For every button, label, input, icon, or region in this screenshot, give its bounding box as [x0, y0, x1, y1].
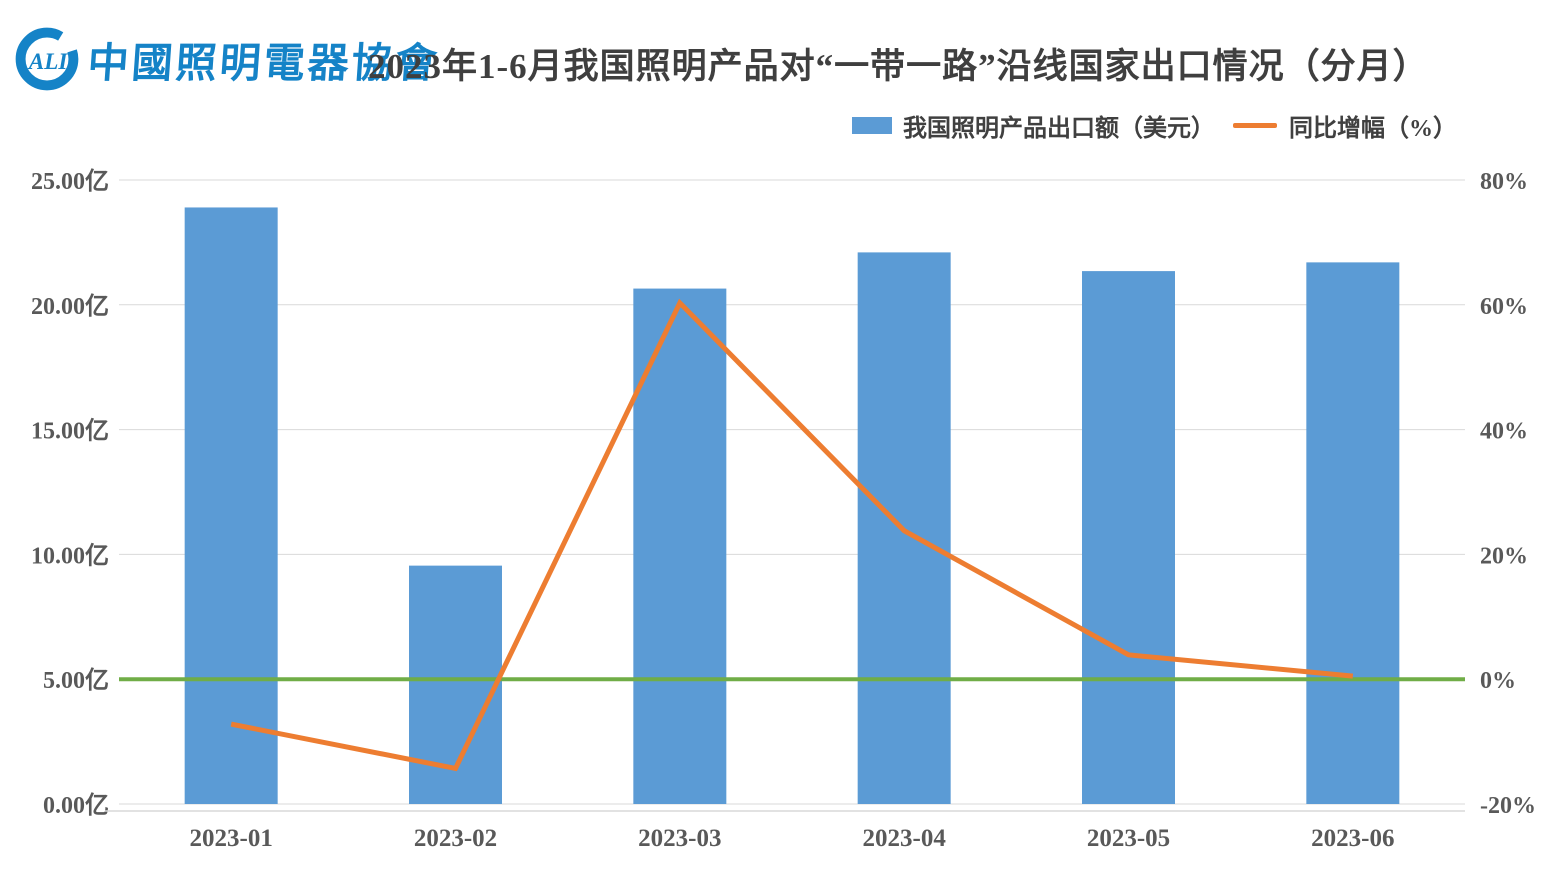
- y-axis-left-tick: 5.00亿: [43, 667, 109, 694]
- yoy-growth-line: [230, 298, 1354, 772]
- y-axis-right-tick: 0%: [1480, 668, 1516, 694]
- chart-legend: 我国照明产品出口额（美元） 同比增幅（%）: [852, 108, 1457, 143]
- export-bar-2023-01: [184, 207, 278, 804]
- y-axis-right-tick: 40%: [1480, 419, 1528, 445]
- y-axis-left-tick: 25.00亿: [31, 168, 109, 195]
- export-bar-2023-06: [1306, 262, 1400, 804]
- y-axis-right-tick: -20%: [1480, 793, 1536, 819]
- x-axis-tick: 2023-05: [1087, 825, 1170, 852]
- x-axis-tick: 2023-06: [1311, 825, 1394, 852]
- bar-series-swatch-icon: [852, 117, 892, 134]
- y-axis-left-tick: 0.00亿: [43, 792, 109, 819]
- y-axis-left-tick: 10.00亿: [31, 542, 109, 569]
- logo-abbr: ALI: [27, 48, 69, 74]
- export-bar-2023-05: [1082, 271, 1175, 804]
- line-series-swatch-icon: [1233, 123, 1277, 128]
- y-axis-right-tick: 60%: [1480, 294, 1528, 320]
- cali-logo-icon: ALI: [15, 27, 79, 91]
- y-axis-left-tick: 20.00亿: [31, 293, 109, 320]
- y-axis-right-tick: 80%: [1480, 169, 1528, 195]
- x-axis-tick: 2023-04: [863, 825, 947, 852]
- x-axis-tick: 2023-02: [414, 825, 497, 852]
- x-axis-tick: 2023-01: [190, 825, 273, 852]
- export-bar-2023-03: [633, 288, 727, 804]
- line-series-label: 同比增幅（%）: [1289, 116, 1457, 142]
- brand-header: ALI 中國照明電器協會: [14, 26, 441, 92]
- page-title: 2023年1-6月我国照明产品对“一带一路”沿线国家出口情况（分月）: [368, 47, 1429, 86]
- y-axis-right-tick: 20%: [1480, 543, 1528, 569]
- x-axis-tick: 2023-03: [638, 825, 721, 852]
- bar-series-label: 我国照明产品出口额（美元）: [903, 116, 1215, 142]
- y-axis-left-tick: 15.00亿: [31, 418, 109, 445]
